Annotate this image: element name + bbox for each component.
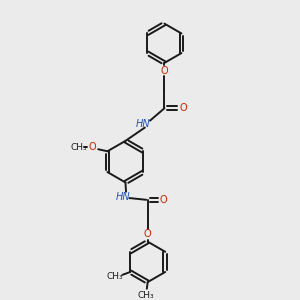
Text: CH₃: CH₃ [107,272,124,281]
Text: O: O [88,142,96,152]
Text: O: O [144,230,152,239]
Text: O: O [160,66,168,76]
Text: CH₃: CH₃ [70,143,87,152]
Text: HN: HN [116,193,130,202]
Text: O: O [160,195,167,205]
Text: HN: HN [136,119,150,129]
Text: O: O [179,103,187,113]
Text: CH₃: CH₃ [138,291,154,300]
